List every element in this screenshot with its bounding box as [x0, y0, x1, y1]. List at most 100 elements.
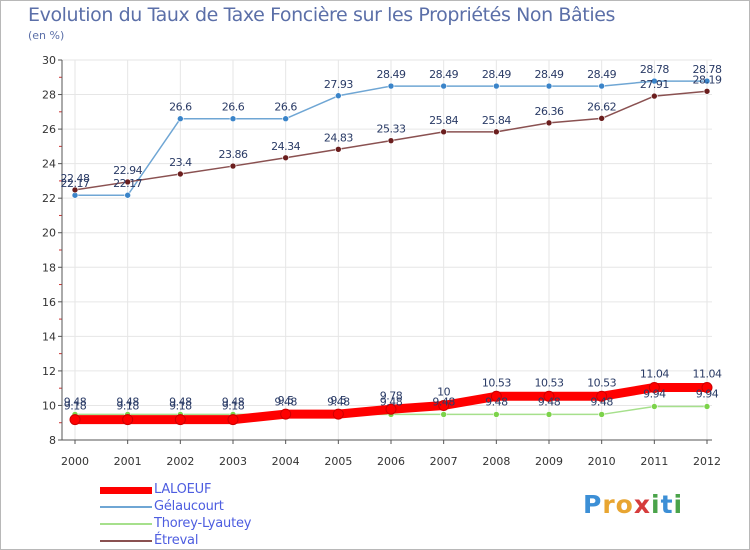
y-tick-label: 16 — [42, 296, 56, 309]
data-point — [441, 129, 447, 135]
data-point — [441, 83, 447, 89]
data-label: 23.4 — [169, 156, 192, 169]
data-label: 10.53 — [587, 376, 616, 389]
data-label: 9.48 — [274, 395, 297, 408]
x-tick-label: 2008 — [482, 455, 510, 468]
data-label: 26.6 — [169, 101, 192, 114]
data-point — [546, 120, 552, 126]
data-point — [335, 93, 341, 99]
data-label: 22.17 — [113, 177, 142, 190]
data-label: 26.6 — [222, 101, 245, 114]
data-label: 10.53 — [535, 376, 564, 389]
logo-letter: x — [634, 490, 651, 519]
x-tick-label: 2004 — [272, 455, 300, 468]
y-tick-label: 28 — [42, 89, 56, 102]
data-label: 22.94 — [113, 164, 142, 177]
x-tick-label: 2009 — [535, 455, 563, 468]
data-point — [177, 116, 183, 122]
data-point — [493, 411, 499, 417]
data-point — [651, 403, 657, 409]
data-point — [493, 83, 499, 89]
data-point — [651, 93, 657, 99]
data-label: 28.49 — [535, 68, 564, 81]
x-tick-label: 2000 — [61, 455, 89, 468]
data-label: 9.48 — [432, 395, 455, 408]
data-point — [599, 83, 605, 89]
x-tick-label: 2011 — [640, 455, 668, 468]
data-point — [283, 155, 289, 161]
data-label: 22.48 — [61, 172, 90, 185]
data-point — [546, 83, 552, 89]
y-tick-label: 26 — [42, 123, 56, 136]
y-tick-label: 24 — [42, 158, 56, 171]
data-label: 11.04 — [693, 367, 722, 380]
legend-swatch-laloeuf — [100, 487, 152, 494]
x-tick-label: 2003 — [219, 455, 247, 468]
legend-swatch-gelaucourt — [100, 506, 152, 508]
data-point — [704, 403, 710, 409]
data-label: 9.94 — [696, 387, 719, 400]
data-point — [388, 138, 394, 144]
data-label: 28.49 — [587, 68, 616, 81]
data-label: 10.53 — [482, 376, 511, 389]
y-tick-label: 8 — [49, 434, 56, 447]
data-label: 23.86 — [219, 148, 248, 161]
data-label: 9.48 — [64, 395, 87, 408]
data-label: 9.48 — [538, 395, 561, 408]
x-tick-label: 2001 — [114, 455, 142, 468]
logo-letter: i — [651, 490, 661, 519]
logo-letter: t — [661, 490, 674, 519]
data-point — [333, 409, 343, 419]
data-point — [230, 163, 236, 169]
data-label: 28.78 — [640, 63, 669, 76]
data-label: 9.94 — [643, 387, 666, 400]
data-point — [388, 83, 394, 89]
data-label: 9.48 — [485, 395, 508, 408]
x-tick-label: 2006 — [377, 455, 405, 468]
data-label: 9.48 — [116, 395, 139, 408]
data-point — [177, 171, 183, 177]
logo-letter: r — [602, 490, 615, 519]
data-label: 24.34 — [271, 140, 300, 153]
data-label: 26.6 — [274, 101, 297, 114]
data-point — [283, 116, 289, 122]
legend-label-etreval: Étreval — [154, 533, 198, 548]
data-point — [599, 115, 605, 121]
x-tick-label: 2002 — [166, 455, 194, 468]
data-label: 27.91 — [640, 78, 669, 91]
x-tick-label: 2005 — [324, 455, 352, 468]
y-tick-label: 10 — [42, 399, 56, 412]
data-label: 9.48 — [222, 395, 245, 408]
data-label: 28.49 — [482, 68, 511, 81]
data-label: 9.48 — [169, 395, 192, 408]
legend-swatch-etreval — [100, 540, 152, 542]
data-label: 11.04 — [640, 367, 669, 380]
data-point — [123, 415, 133, 425]
y-tick-label: 12 — [42, 365, 56, 378]
data-point — [441, 411, 447, 417]
data-label: 28.49 — [377, 68, 406, 81]
data-point — [546, 411, 552, 417]
data-label: 9.48 — [590, 395, 613, 408]
data-label: 25.84 — [482, 114, 511, 127]
data-point — [599, 411, 605, 417]
logo-letter: o — [616, 490, 634, 519]
data-point — [228, 415, 238, 425]
y-tick-label: 14 — [42, 330, 56, 343]
data-label: 28.49 — [429, 68, 458, 81]
data-point — [125, 192, 131, 198]
data-label: 25.33 — [377, 123, 406, 136]
data-point — [281, 409, 291, 419]
x-tick-label: 2012 — [693, 455, 721, 468]
proxiti-logo: Proxiti — [583, 490, 683, 519]
data-label: 24.83 — [324, 131, 353, 144]
data-label: 9.48 — [327, 395, 350, 408]
x-tick-label: 2007 — [430, 455, 458, 468]
data-label: 26.62 — [587, 100, 616, 113]
data-point — [70, 415, 80, 425]
x-tick-label: 2010 — [588, 455, 616, 468]
data-point — [493, 129, 499, 135]
data-label: 25.84 — [429, 114, 458, 127]
y-tick-label: 22 — [42, 192, 56, 205]
data-label: 9.48 — [380, 395, 403, 408]
